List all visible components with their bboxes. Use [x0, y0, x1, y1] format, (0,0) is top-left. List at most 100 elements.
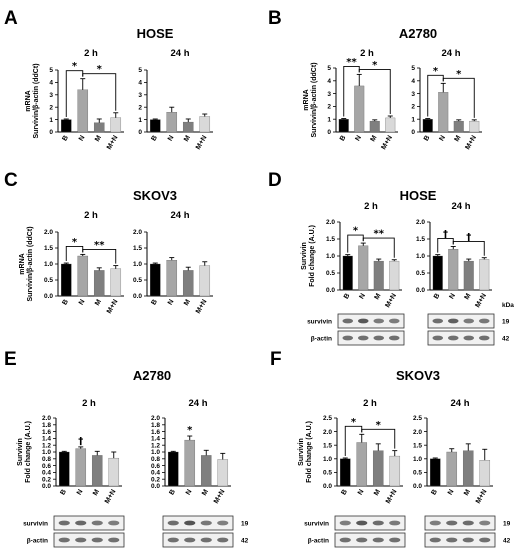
x-tick-label: B [61, 299, 70, 307]
y-tick-label: 2.0 [42, 415, 51, 422]
subplot-24h: 24 h 0.0 0.5 1.0 1.5 2.0 2.5 B N M M+N 19 42 [413, 398, 511, 548]
bar [469, 120, 480, 133]
bar [389, 260, 400, 291]
y-tick-label: 0 [327, 129, 331, 136]
significance-label: † [443, 229, 448, 240]
blot-band [342, 318, 354, 324]
y-tick-label: 0.6 [151, 463, 160, 470]
blot-band [462, 537, 474, 543]
blot-band [447, 318, 459, 324]
y-tick-label: 3 [327, 91, 331, 98]
panel-c: C SKOV3 2 h 0.0 0.5 1.0 1.5 2.0 mRNA Survivin/β-a… [4, 170, 213, 315]
y-tick-label: 0.5 [326, 270, 335, 277]
y-axis-label: Survivin/β-actin (ddCt) [33, 63, 40, 138]
y-tick-label: 1 [327, 116, 331, 123]
x-tick-label: M+N [464, 135, 478, 151]
bar [182, 121, 194, 133]
y-tick-label: 1 [411, 116, 415, 123]
bar [369, 120, 380, 133]
y-tick-label: 3 [49, 92, 53, 99]
y-tick-label: 3 [411, 91, 415, 98]
y-tick-label: 1.0 [151, 449, 160, 456]
y-tick-label: 2.0 [151, 415, 160, 422]
bar [479, 259, 490, 291]
x-tick-label: M [463, 292, 472, 301]
blot-band [108, 537, 120, 543]
x-tick-label: B [430, 489, 439, 497]
blot-band [388, 335, 400, 341]
y-tick-label: 0.0 [44, 293, 53, 300]
blot-band [75, 537, 87, 543]
panel-f: F SKOV3 2 h 0.0 0.5 1.0 1.5 2.0 2.5 Survivin Fold … [270, 349, 511, 548]
subplot-title: 24 h [170, 210, 189, 221]
significance-label: ** [374, 229, 385, 240]
blot-band [167, 520, 179, 526]
subplot-title: 24 h [451, 201, 470, 212]
y-tick-label: 5 [138, 67, 142, 74]
y-tick-label: 2.0 [44, 229, 53, 236]
y-tick-label: 2 [327, 104, 331, 111]
blot-band [58, 537, 70, 543]
bar [339, 458, 351, 487]
blot-band [462, 520, 474, 526]
y-tick-label: 2 [138, 104, 142, 111]
bar [358, 245, 369, 291]
blot-strip [337, 313, 405, 329]
bar [356, 442, 368, 487]
panel-letter: D [268, 170, 282, 191]
x-tick-label: M [453, 134, 462, 143]
x-tick-label: B [168, 489, 177, 497]
x-tick-label: M+N [106, 135, 120, 151]
x-tick-label: M [94, 134, 103, 143]
x-tick-label: M [94, 298, 103, 307]
y-axis-label: Fold change (A.U.) [306, 421, 313, 483]
y-tick-label: 0.0 [413, 483, 422, 490]
subplot-title: 2 h [84, 48, 98, 59]
panel-a: A HOSE 2 h 0 1 2 3 4 5 mRNA Survivin/β-actin (ddCt… [4, 8, 213, 151]
blot-band [373, 335, 385, 341]
y-axis-label: Survivin [298, 438, 305, 466]
blot-band [432, 318, 444, 324]
blot-band [342, 335, 354, 341]
blot-kda: 19 [241, 521, 249, 528]
blot-strip [427, 313, 495, 329]
subplot-24h: 24 h 0.0 0.5 1.0 1.5 2.0 B N M M+N [133, 210, 213, 315]
y-tick-label: 5 [411, 65, 415, 72]
y-tick-label: 4 [49, 80, 53, 87]
blot-band [478, 335, 490, 341]
y-tick-label: 1.5 [413, 442, 422, 449]
y-tick-label: 0.0 [416, 287, 425, 294]
blot-band [200, 537, 212, 543]
x-tick-label: M [92, 488, 101, 497]
kda-header: kDa [502, 302, 514, 309]
y-tick-label: 1.0 [323, 456, 332, 463]
y-tick-label: 2 [411, 104, 415, 111]
subplot-24h: 24 h 0.0 0.5 1.0 1.5 2.0 B N M M+N † † 19 42 kDa [416, 201, 514, 346]
blot-band [339, 537, 351, 543]
y-axis-label: Survivin/β-actin (ddCt) [311, 62, 318, 137]
panel-title: SKOV3 [396, 368, 440, 383]
bar [199, 265, 211, 297]
blot-strip [334, 532, 406, 548]
y-tick-label: 1.4 [42, 436, 51, 443]
blot-strip [337, 330, 405, 346]
bar [166, 112, 178, 133]
bar [448, 249, 459, 291]
y-tick-label: 0.5 [323, 470, 332, 477]
blot-band [479, 537, 491, 543]
blot-band [75, 520, 87, 526]
significance-bracket [358, 68, 391, 114]
blot-band [91, 520, 103, 526]
bar [373, 260, 384, 291]
panel-b: B A2780 2 h 0 1 2 3 4 5 mRNA Survivin/β-actin (ddC… [268, 8, 482, 151]
significance-label: † [466, 232, 471, 243]
y-tick-label: 1.6 [42, 429, 51, 436]
bar [479, 460, 491, 487]
x-tick-label: N [167, 299, 176, 307]
subplot-title: 2 h [364, 201, 378, 212]
significance-label: * [433, 66, 439, 77]
y-tick-label: 1.2 [42, 442, 51, 449]
y-tick-label: 4 [138, 80, 142, 87]
y-tick-label: 0.4 [151, 470, 160, 477]
